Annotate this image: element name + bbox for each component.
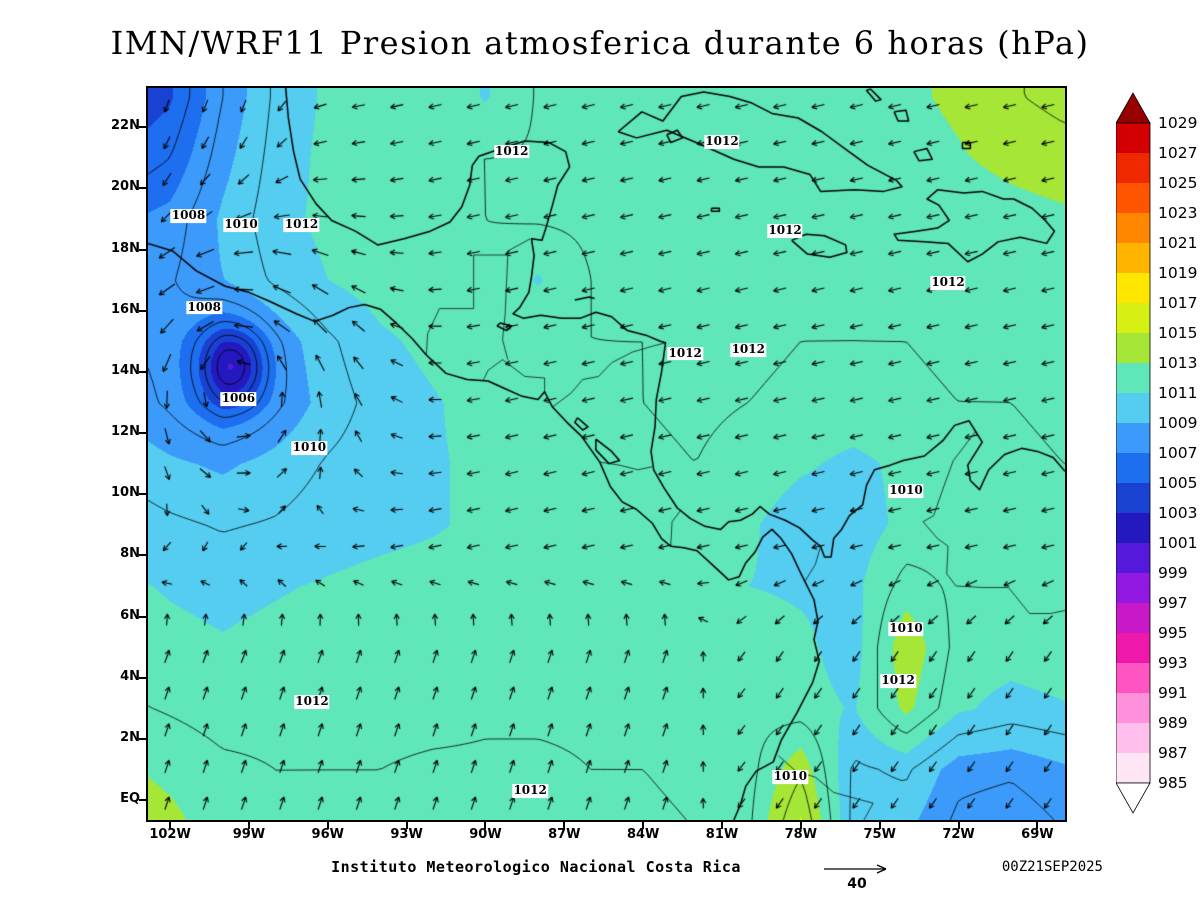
pressure-map-canvas — [148, 88, 1065, 820]
colorbar-label: 985 — [1158, 774, 1188, 792]
x-axis-label: 93W — [390, 827, 423, 842]
y-axis-label: EQ — [120, 791, 140, 807]
y-axis-label: 6N — [120, 607, 140, 623]
x-axis-label: 78W — [784, 827, 818, 842]
colorbar-scale: 985 987 989 991 993 995 997 999 1001 1003 1005 1007… — [1115, 92, 1197, 814]
y-axis-label: 16N — [111, 301, 140, 317]
timestamp-label: 00Z21SEP2025 — [1001, 859, 1103, 875]
colorbar-label: 1013 — [1158, 354, 1197, 372]
x-axis-tick — [1036, 821, 1039, 829]
x-axis-tick — [721, 821, 723, 829]
colorbar-label: 1001 — [1158, 534, 1197, 552]
y-axis-label: 12N — [111, 424, 140, 440]
x-axis-tick — [642, 821, 645, 829]
y-axis-tick — [139, 126, 147, 129]
y-axis-tick — [139, 676, 147, 679]
x-axis-tick — [247, 821, 250, 829]
colorbar-label: 1007 — [1158, 444, 1197, 462]
y-axis-tick — [139, 493, 147, 496]
x-axis-label: 72W — [942, 827, 975, 842]
y-axis-tick — [139, 737, 147, 740]
y-axis-label: 14N — [111, 362, 140, 378]
x-axis-tick — [799, 821, 802, 829]
colorbar: 985 987 989 991 993 995 997 999 1001 1003 1005 1007… — [1115, 91, 1200, 821]
x-axis-tick — [405, 821, 408, 829]
colorbar-label: 987 — [1158, 744, 1188, 762]
y-axis-tick — [139, 554, 147, 557]
colorbar-label: 1015 — [1158, 324, 1197, 342]
x-axis-label: 87W — [548, 827, 581, 842]
colorbar-label: 1017 — [1158, 294, 1197, 312]
colorbar-label: 1027 — [1158, 144, 1197, 162]
colorbar-label: 1019 — [1158, 264, 1197, 282]
y-axis-tick — [139, 248, 147, 251]
colorbar-label: 1025 — [1158, 174, 1197, 192]
colorbar-label: 1003 — [1158, 504, 1197, 522]
chart-title: IMN/WRF11 Presion atmosferica durante 6 … — [110, 24, 1090, 62]
colorbar-label: 993 — [1158, 654, 1188, 672]
x-axis-label: 96W — [311, 827, 344, 842]
wind-reference-value: 40 — [847, 876, 867, 892]
colorbar-label: 1029 — [1158, 114, 1197, 132]
colorbar-label: 997 — [1158, 594, 1188, 612]
colorbar-label: 995 — [1158, 624, 1188, 642]
colorbar-label: 1009 — [1158, 414, 1197, 432]
x-axis-label: 69W — [1021, 827, 1054, 842]
y-axis-label: 8N — [120, 546, 140, 562]
x-axis-tick — [957, 821, 960, 829]
x-axis-tick — [878, 821, 881, 829]
colorbar-label: 1005 — [1158, 474, 1197, 492]
y-axis-label: 20N — [111, 179, 140, 195]
colorbar-label: 989 — [1158, 714, 1188, 732]
x-axis-label: 84W — [626, 827, 660, 842]
y-axis-label: 22N — [111, 118, 140, 134]
y-axis-tick — [139, 187, 147, 190]
y-axis-label: 4N — [120, 668, 140, 684]
x-axis-tick — [484, 821, 487, 829]
y-axis-tick — [139, 432, 147, 435]
y-axis-label: 10N — [111, 485, 140, 501]
y-axis-tick — [139, 615, 147, 618]
y-axis-tick — [139, 370, 147, 373]
colorbar-label: 1011 — [1158, 384, 1197, 402]
x-axis-tick — [169, 821, 172, 829]
y-axis-label: 18N — [111, 240, 140, 256]
x-axis-label: 99W — [232, 827, 266, 842]
x-axis-label: 102W — [149, 827, 191, 842]
institution-label: Instituto Meteorologico Nacional Costa R… — [331, 858, 741, 876]
x-axis-tick — [326, 821, 329, 829]
x-axis-label: 81W — [705, 827, 739, 842]
map-plot-area: 1012 1012 1008 1010 1012 1012 1012 1008 1012 1012… — [146, 86, 1067, 822]
y-axis-tick — [139, 309, 147, 312]
colorbar-label: 999 — [1158, 564, 1188, 582]
colorbar-label: 991 — [1158, 684, 1188, 702]
wind-reference-arrow-icon — [822, 860, 890, 874]
y-axis-label: 2N — [120, 729, 140, 745]
y-axis-tick — [139, 799, 147, 802]
colorbar-label: 1021 — [1158, 234, 1197, 252]
x-axis-tick — [563, 821, 566, 829]
colorbar-label: 1023 — [1158, 204, 1197, 222]
x-axis-label: 90W — [469, 827, 502, 842]
x-axis-label: 75W — [863, 827, 896, 842]
